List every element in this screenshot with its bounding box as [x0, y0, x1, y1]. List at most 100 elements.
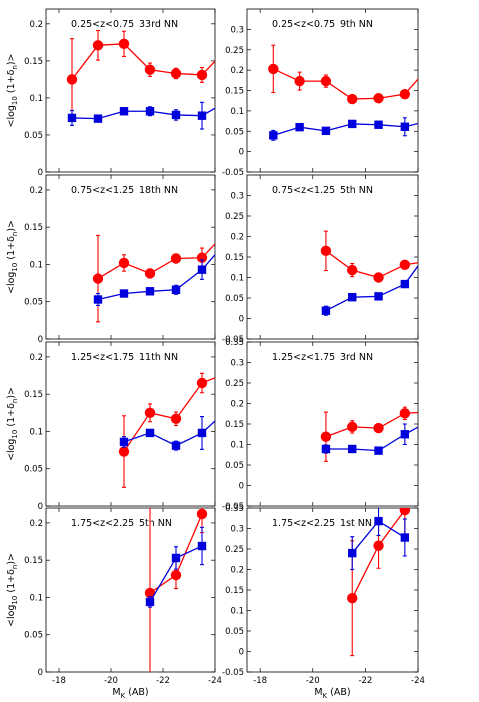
- data-point-circle: [118, 446, 130, 457]
- ytick-label: 0.2: [230, 233, 244, 243]
- plot-area: [92, 234, 215, 323]
- plot-area: [320, 406, 418, 462]
- data-point-square: [171, 441, 181, 450]
- series-line-blue: [97, 253, 215, 301]
- data-point-circle: [118, 38, 130, 50]
- data-point-circle: [196, 252, 208, 263]
- data-point-circle: [373, 93, 384, 104]
- ytick-label: 0.15: [225, 87, 244, 97]
- nn-label: 33rd NN: [139, 19, 178, 30]
- ytick-label: 0.2: [29, 519, 43, 529]
- ytick-label: 0.35: [225, 338, 244, 348]
- ytick-label: 0.35: [225, 504, 244, 514]
- data-point-circle: [320, 431, 332, 442]
- ytick-label: 0.25: [225, 46, 244, 56]
- ytick-label: 0: [38, 335, 43, 345]
- ytick-label: 0.15: [24, 57, 43, 67]
- data-point-circle: [347, 421, 358, 433]
- x-axis-label: MK (AB): [112, 687, 148, 700]
- ytick-label: 0.15: [225, 586, 244, 596]
- data-point-circle: [66, 74, 78, 85]
- data-point-square: [224, 97, 232, 105]
- y-axis-label: <log10 (1+δn)>: [6, 553, 19, 627]
- redshift-label: 0.25<z<0.75: [272, 19, 335, 30]
- ytick-label: 0.1: [230, 607, 244, 617]
- xtick-label: -24: [208, 676, 222, 686]
- ytick-label: 0.25: [225, 379, 244, 389]
- data-point-square: [400, 122, 410, 131]
- data-point-square: [321, 306, 331, 315]
- axes-frame: [246, 8, 419, 173]
- data-point-circle: [347, 593, 358, 604]
- redshift-label: 1.25<z<1.75: [272, 352, 335, 363]
- data-point-square: [145, 287, 155, 296]
- data-point-circle: [144, 587, 156, 599]
- ytick-label: 0.15: [24, 390, 43, 400]
- ytick-label: 0.05: [225, 294, 244, 304]
- data-point-square: [93, 114, 103, 123]
- data-point-circle: [196, 508, 208, 520]
- xtick-label: -20: [104, 676, 118, 686]
- plot-area: [347, 508, 411, 657]
- data-point-circle: [196, 69, 208, 81]
- ytick-label: 0.3: [230, 192, 244, 202]
- data-point-circle: [373, 272, 384, 283]
- redshift-label: 1.75<z<2.25: [272, 518, 335, 529]
- nn-label: 5th NN: [340, 185, 373, 196]
- ytick-label: 0.2: [230, 566, 244, 576]
- data-point-circle: [347, 264, 358, 276]
- data-point-circle: [399, 88, 411, 100]
- ytick-label: 0.3: [230, 359, 244, 369]
- ytick-label: 0.05: [225, 127, 244, 137]
- data-point-square: [374, 446, 383, 455]
- data-point-square: [400, 279, 410, 289]
- ytick-label: 0.1: [29, 94, 43, 104]
- ytick-label: 0.05: [24, 131, 43, 141]
- data-point-square: [145, 428, 155, 438]
- data-point-circle: [294, 75, 305, 87]
- data-point-square: [171, 553, 181, 563]
- data-point-square: [321, 444, 331, 454]
- data-point-circle: [268, 63, 279, 75]
- nn-label: 3rd NN: [340, 352, 373, 363]
- axes-frame: [246, 341, 419, 507]
- subplot-5: 0 0.05 0.1 0.15 0.2 1.25<z<1.75 11th NN <log10 …: [6, 341, 216, 512]
- data-point-circle: [373, 422, 384, 434]
- axes-frame: [45, 507, 216, 673]
- ytick-label: 0.2: [29, 20, 43, 30]
- data-point-square: [348, 444, 357, 454]
- plot-area: [320, 230, 418, 316]
- data-point-square: [67, 113, 77, 123]
- data-point-circle: [170, 413, 182, 424]
- ytick-label: 0.15: [225, 420, 244, 430]
- data-point-square: [321, 126, 331, 136]
- xtick-label: -22: [156, 676, 170, 686]
- ytick-label: 0.2: [230, 400, 244, 410]
- ytick-label: 0.15: [225, 253, 244, 263]
- data-point-square: [400, 533, 410, 542]
- data-point-square: [197, 541, 207, 551]
- data-point-square: [197, 111, 207, 120]
- xtick-label: -24: [411, 676, 425, 686]
- subplot-2: -0.05 0 0.05 0.1 0.15 0.2 0.25 0.3 0.25<z<0.75 9t…: [222, 8, 436, 178]
- axes-frame: [246, 174, 419, 340]
- ytick-label: 0.1: [29, 427, 43, 437]
- data-point-square: [374, 516, 383, 526]
- x-axis-label: MK (AB): [314, 687, 350, 700]
- data-point-square: [171, 110, 181, 120]
- ytick-label: 0: [239, 315, 244, 325]
- subplot-1: 0 0.05 0.1 0.15 0.2 0.25<z<0.75 33rd NN <log10 …: [6, 8, 232, 178]
- data-point-circle: [170, 68, 182, 79]
- plot-area: [268, 44, 436, 141]
- data-point-circle: [170, 253, 182, 264]
- data-point-circle: [426, 59, 436, 69]
- data-point-circle: [144, 407, 156, 419]
- ytick-label: 0.2: [230, 66, 244, 76]
- data-point-circle: [399, 508, 411, 516]
- data-point-square: [427, 116, 435, 124]
- data-point-square: [374, 292, 383, 301]
- ytick-label: 0.25: [225, 212, 244, 222]
- y-axis-label: <log10 (1+δn)>: [6, 387, 19, 461]
- xtick-label: -22: [358, 676, 372, 686]
- nn-label: 1st NN: [340, 518, 372, 529]
